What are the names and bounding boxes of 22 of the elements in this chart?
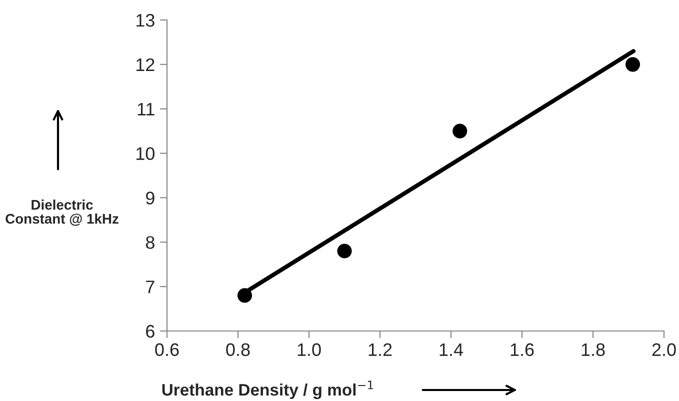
y-tick-label: 13: [136, 14, 154, 27]
y-tick-label: 11: [138, 102, 154, 116]
y-tick-label: 6: [146, 324, 154, 338]
y-tick-label: 10: [136, 147, 154, 160]
x-tick-label: 1.6: [510, 343, 534, 356]
y-tick-label: 7: [146, 280, 154, 294]
point: [452, 124, 468, 138]
point: [337, 244, 352, 258]
x-tick-label: 1.8: [582, 343, 605, 356]
y-tick-label: 8: [146, 236, 154, 249]
x-tick-label: 1.2: [368, 343, 392, 356]
x-tick-label: 0.6: [155, 343, 179, 356]
y-tick-label: 12: [136, 58, 154, 71]
y-tick-label: 9: [146, 192, 154, 204]
x-tick-label: 0.8: [226, 343, 250, 356]
y-axis-title: Dielectric Constant @ 1kHz: [6, 200, 118, 226]
point: [237, 288, 252, 303]
x-tick-label: 2.0: [652, 343, 676, 356]
x-tick-label: 1.4: [440, 343, 464, 356]
x-tick-label: 1.0: [298, 343, 321, 356]
x-axis-title: Urethane Density / g mol$^{−1}$: [162, 380, 374, 400]
point: [625, 57, 640, 72]
